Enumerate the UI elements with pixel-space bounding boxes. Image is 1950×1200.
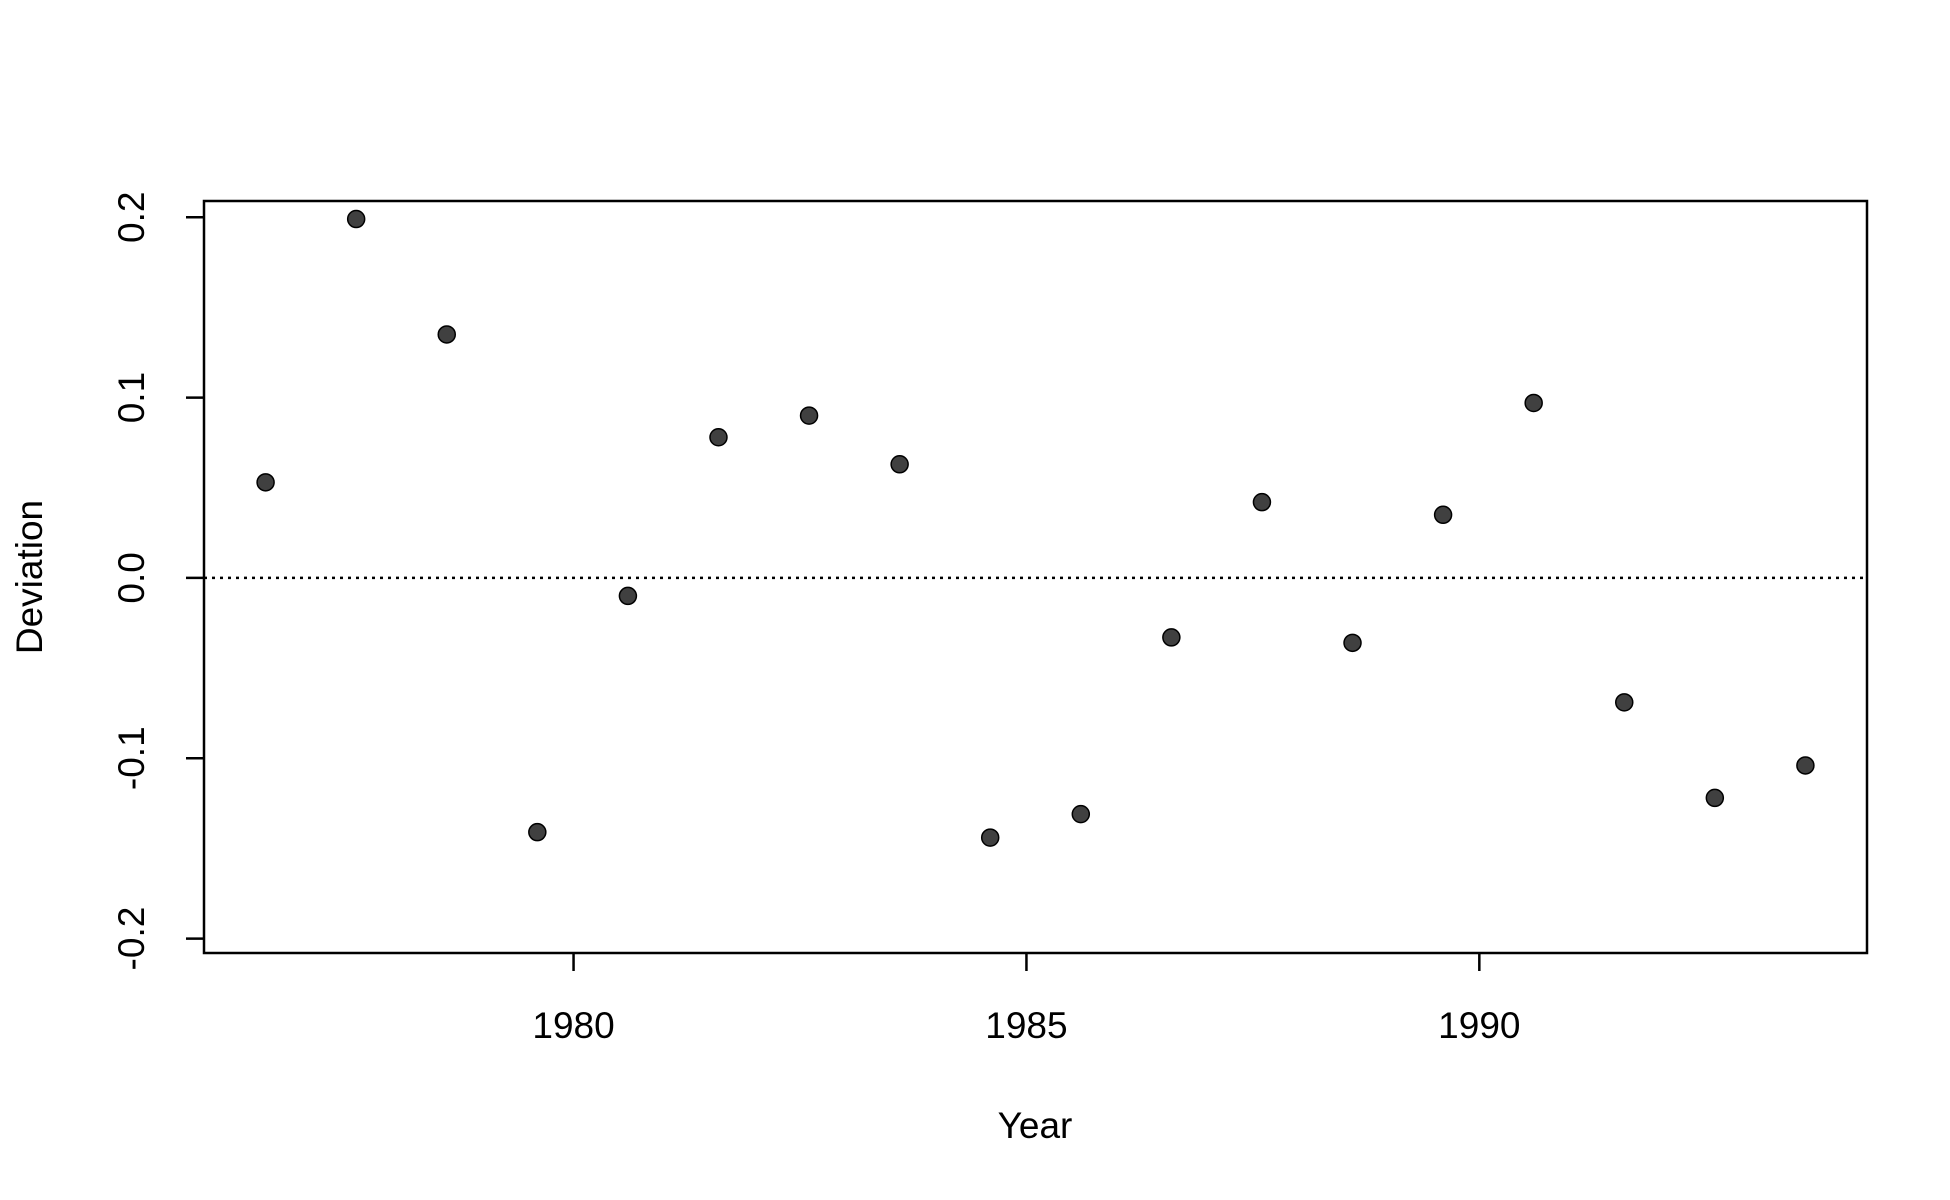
x-axis-label: Year (998, 1105, 1073, 1146)
point (709, 427, 728, 447)
y-axis-label: Deviation (9, 500, 50, 654)
x-tick-label: 1980 (532, 1005, 614, 1046)
point (1705, 788, 1725, 808)
point (1524, 393, 1543, 413)
point (1433, 505, 1453, 525)
point (1796, 756, 1815, 775)
y-tick-label: -0.1 (111, 726, 152, 790)
y-tick-label: 0.0 (111, 552, 152, 603)
point (799, 406, 819, 425)
point (437, 325, 456, 344)
y-tick-label: -0.2 (111, 907, 152, 971)
y-tick-label: 0.1 (111, 372, 152, 423)
point (528, 822, 547, 842)
point (346, 209, 366, 229)
point (1343, 633, 1362, 653)
point (618, 586, 638, 606)
point (980, 828, 1000, 847)
point (1615, 693, 1634, 712)
y-tick-label: 0.2 (111, 192, 152, 243)
point (1162, 628, 1181, 647)
point (1071, 804, 1091, 824)
point (256, 473, 275, 492)
x-tick-label: 1985 (985, 1005, 1067, 1046)
x-tick-label: 1990 (1438, 1005, 1520, 1046)
point (1252, 492, 1272, 512)
point (890, 455, 909, 474)
